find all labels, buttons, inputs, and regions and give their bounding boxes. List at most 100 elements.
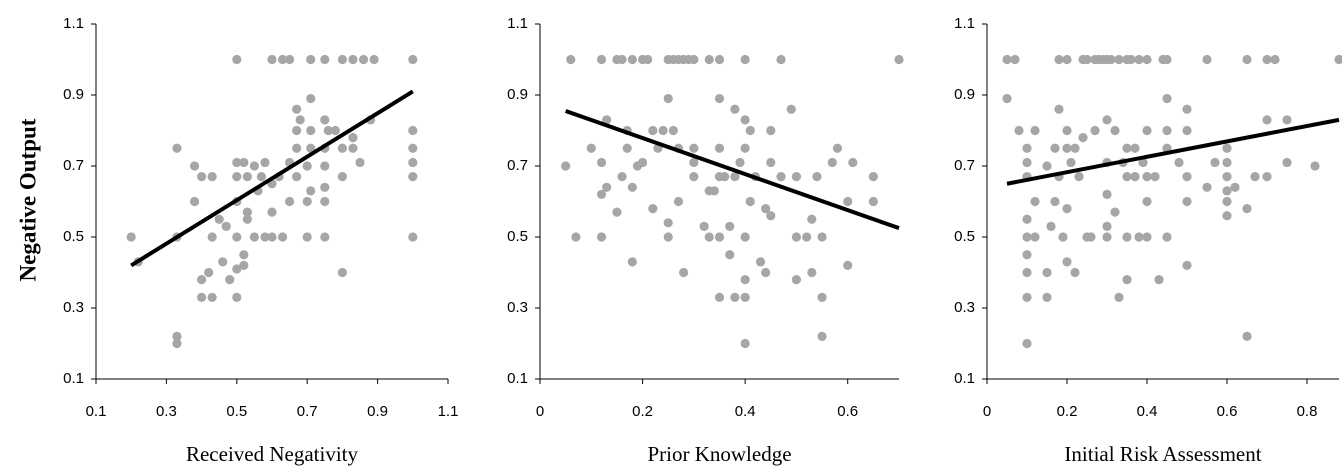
point xyxy=(242,214,252,224)
point xyxy=(1022,143,1032,153)
point xyxy=(256,172,267,182)
point xyxy=(232,54,242,65)
point xyxy=(189,196,200,207)
point xyxy=(320,232,330,242)
point xyxy=(730,104,740,114)
y-tick-label: 1.1 xyxy=(63,15,84,32)
point xyxy=(776,54,786,65)
point xyxy=(189,161,200,171)
point xyxy=(1106,54,1116,65)
point xyxy=(617,54,627,65)
point xyxy=(1074,172,1084,182)
point xyxy=(1022,157,1032,168)
y-axis-title: Negative Output xyxy=(15,118,40,281)
point xyxy=(214,214,224,224)
point xyxy=(1102,232,1112,242)
point xyxy=(627,54,637,65)
point xyxy=(306,143,316,153)
point xyxy=(267,232,277,242)
point xyxy=(320,196,330,207)
point xyxy=(612,207,622,217)
point xyxy=(1142,125,1152,136)
point xyxy=(337,267,347,278)
y-tick-label: 1.1 xyxy=(507,15,528,32)
point xyxy=(817,232,827,242)
point xyxy=(868,172,878,182)
point xyxy=(320,115,330,125)
point xyxy=(1114,54,1124,65)
point xyxy=(1022,292,1032,302)
point xyxy=(306,93,316,104)
point xyxy=(1102,189,1112,199)
point xyxy=(1122,172,1132,182)
point xyxy=(242,172,252,182)
point xyxy=(1222,211,1232,221)
point xyxy=(1014,125,1024,136)
y-tick-label: 0.1 xyxy=(507,370,528,387)
point xyxy=(1182,260,1192,270)
point xyxy=(725,250,735,260)
point xyxy=(232,172,242,182)
point xyxy=(1102,115,1112,125)
point xyxy=(1282,157,1292,168)
point xyxy=(1262,172,1272,182)
point xyxy=(1010,54,1020,65)
point xyxy=(1262,54,1272,65)
point xyxy=(802,232,812,242)
point xyxy=(714,93,725,104)
point xyxy=(232,232,242,242)
point xyxy=(745,196,755,207)
point xyxy=(348,54,358,65)
point xyxy=(355,157,365,168)
point xyxy=(596,232,607,242)
point xyxy=(663,218,673,228)
point xyxy=(663,232,673,242)
point xyxy=(207,172,217,182)
x-tick-label: 0.3 xyxy=(156,403,177,420)
y-tick-label: 0.3 xyxy=(507,299,528,316)
point xyxy=(1050,143,1060,153)
x-tick-label: 0.5 xyxy=(226,403,247,420)
point xyxy=(730,292,740,302)
y-tick-label: 0.5 xyxy=(63,228,84,245)
point xyxy=(663,93,673,104)
point xyxy=(1042,267,1052,278)
point xyxy=(1242,54,1252,65)
point xyxy=(1090,125,1100,136)
point xyxy=(1142,196,1152,207)
point xyxy=(561,161,571,171)
point xyxy=(704,54,714,65)
x-tick-label: 0.9 xyxy=(367,403,388,420)
point xyxy=(643,54,653,65)
point xyxy=(306,54,316,65)
point xyxy=(1182,172,1192,182)
point xyxy=(302,232,312,242)
point xyxy=(689,157,699,168)
point xyxy=(172,331,182,341)
point xyxy=(1070,143,1080,153)
point xyxy=(225,275,235,285)
point xyxy=(267,207,277,217)
point xyxy=(730,172,740,182)
point xyxy=(1022,232,1032,242)
point xyxy=(249,232,259,242)
x-tick-label: 0 xyxy=(536,403,544,420)
point xyxy=(1230,182,1240,192)
point xyxy=(1150,172,1160,182)
point xyxy=(791,275,802,285)
point xyxy=(1054,104,1064,114)
point xyxy=(1142,172,1152,182)
point xyxy=(714,292,725,302)
point xyxy=(725,221,735,231)
point xyxy=(232,157,242,168)
point xyxy=(596,157,607,168)
point xyxy=(1030,196,1040,207)
point xyxy=(1182,104,1192,114)
point xyxy=(1022,338,1032,349)
point xyxy=(249,161,259,171)
point xyxy=(1162,125,1172,136)
point xyxy=(761,204,771,214)
point xyxy=(776,172,786,182)
point xyxy=(1078,133,1088,143)
point xyxy=(285,54,295,65)
